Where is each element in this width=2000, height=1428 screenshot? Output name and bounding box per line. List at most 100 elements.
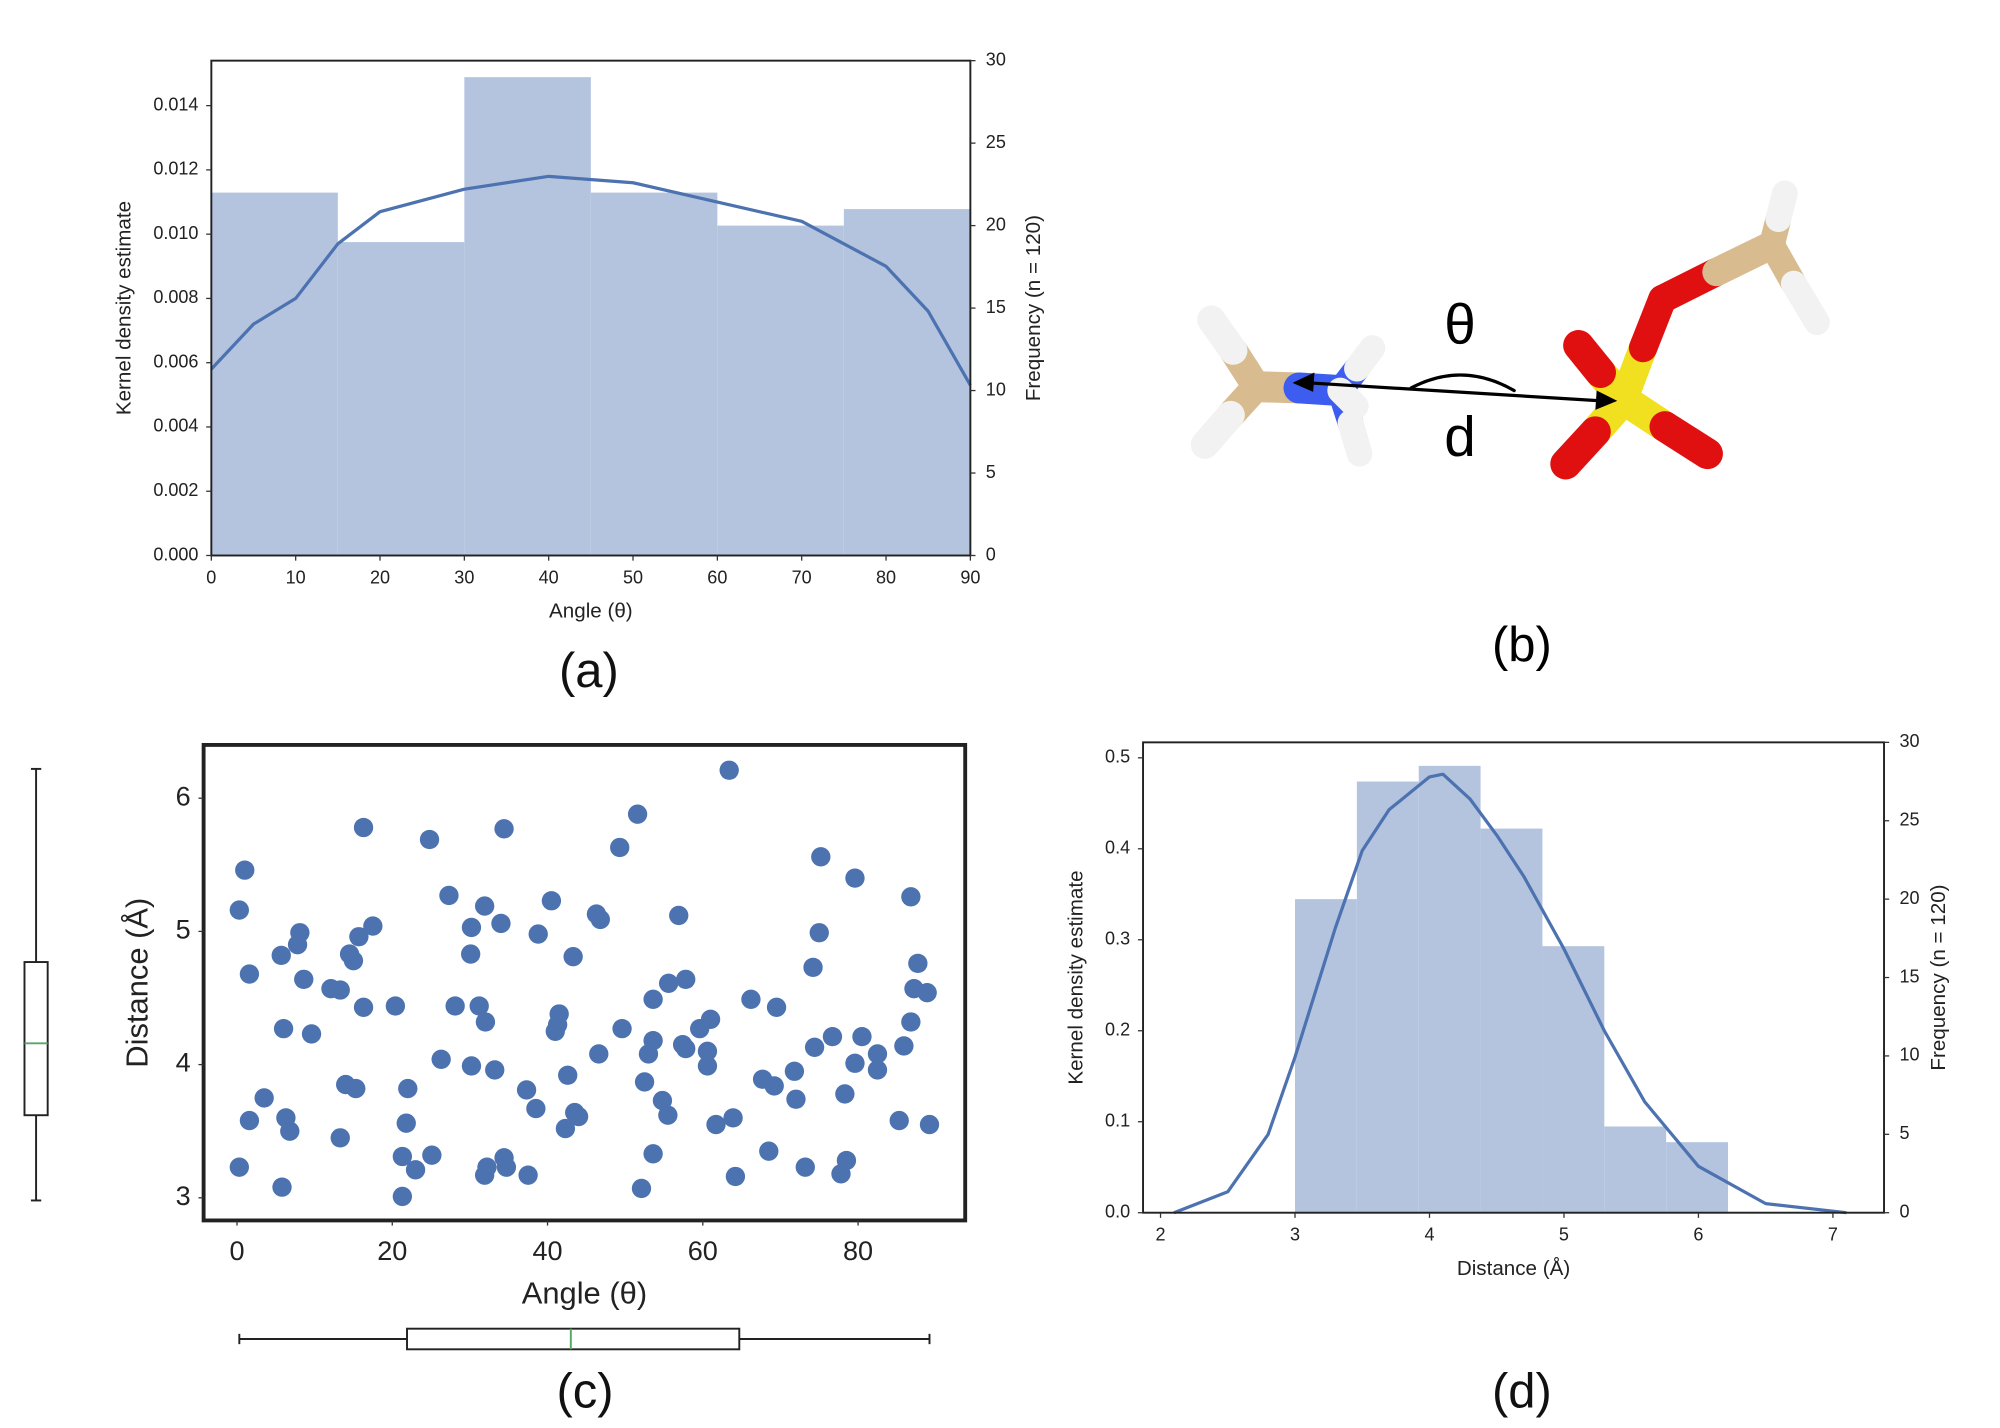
scatter-point — [398, 1078, 418, 1099]
scatter-point — [290, 923, 310, 943]
scatter-point — [845, 868, 865, 888]
scatter-point — [485, 1060, 505, 1080]
histogram-bar — [590, 192, 718, 556]
scatter-point — [272, 1177, 292, 1197]
x-tick-label: 3 — [1290, 1225, 1300, 1245]
x-tick-label: 20 — [370, 567, 390, 587]
x-tick-label: 60 — [688, 1236, 718, 1266]
y2-tick-label: 20 — [1899, 888, 1919, 908]
scatter-point — [589, 1044, 609, 1064]
kde-line — [1173, 772, 1847, 1215]
scatter-point — [235, 860, 255, 880]
panel-label: (a) — [559, 644, 619, 698]
y-axis-label: Kernel density estimate — [112, 201, 135, 415]
scatter-point — [658, 973, 679, 994]
y-tick-label: 0.2 — [1105, 1020, 1130, 1040]
scatter-point — [835, 1084, 855, 1104]
boxplot-box — [23, 961, 49, 1117]
scatter-point — [852, 1026, 872, 1047]
scatter-point — [239, 964, 260, 984]
scatter-point — [405, 1160, 426, 1180]
scatter-point — [445, 996, 465, 1016]
histogram-bar — [1604, 1126, 1667, 1213]
y2-tick-label: 25 — [986, 132, 1006, 152]
scatter-point — [908, 953, 928, 974]
scatter-point — [385, 996, 406, 1016]
scatter-point — [392, 1146, 413, 1167]
scatter-point — [422, 1145, 442, 1165]
scatter-point — [392, 1186, 413, 1207]
x-tick-label: 60 — [707, 567, 727, 587]
y2-tick-label: 10 — [1899, 1045, 1919, 1065]
x-tick-label: 80 — [876, 567, 896, 587]
scatter-point — [343, 951, 364, 971]
scatter-point — [346, 1078, 366, 1099]
scatter-point — [518, 1165, 538, 1185]
scatter-point — [516, 1080, 537, 1100]
histogram-bar — [1542, 946, 1605, 1213]
x-tick-label: 40 — [539, 567, 559, 587]
y2-tick-label: 0 — [986, 544, 996, 564]
scatter-point — [494, 819, 514, 839]
scatter-point — [475, 1012, 496, 1032]
x-tick-label: 6 — [1693, 1225, 1703, 1245]
scatter-point — [901, 1012, 921, 1032]
scatter-point — [273, 1018, 294, 1039]
y-tick-label: 0.1 — [1105, 1110, 1130, 1130]
y-axis-label: Kernel density estimate — [1065, 870, 1088, 1084]
y-tick-label: 0.012 — [153, 159, 198, 179]
scatter-point — [889, 1110, 909, 1131]
x-tick-label: 50 — [623, 567, 643, 587]
y-tick-label: 4 — [176, 1048, 191, 1078]
histogram-bar — [1418, 765, 1481, 1213]
scatter-point — [229, 900, 249, 920]
scatter-point — [658, 1105, 678, 1125]
scatter-point — [643, 1144, 663, 1164]
scatter-point — [461, 1056, 482, 1076]
scatter-point — [652, 1090, 673, 1111]
y2-tick-label: 20 — [986, 214, 1006, 234]
y-tick-label: 0.5 — [1105, 747, 1130, 767]
scatter-point — [541, 891, 562, 911]
histogram-bar — [717, 225, 844, 556]
scatter-point — [547, 1014, 568, 1035]
x-tick-label: 4 — [1424, 1225, 1434, 1245]
molecule — [1190, 180, 1830, 480]
scatter-point — [766, 997, 787, 1017]
y2-tick-label: 15 — [1899, 966, 1919, 986]
x-tick-label: 5 — [1559, 1225, 1569, 1245]
y-tick-label: 0.4 — [1105, 838, 1130, 858]
scatter-point — [919, 1114, 940, 1135]
scatter-point — [239, 1110, 260, 1131]
y2-tick-label: 30 — [1899, 731, 1919, 751]
scatter-point — [477, 1157, 497, 1177]
scatter-point — [786, 1089, 806, 1109]
x-tick-label: 80 — [843, 1236, 873, 1266]
x-tick-label: 0 — [206, 567, 216, 587]
y2-axis-label: Frequency (n = 120) — [1022, 215, 1045, 401]
scatter-point — [563, 947, 583, 967]
scatter-point — [719, 760, 739, 780]
histogram-bar — [211, 192, 338, 556]
y2-tick-label: 15 — [986, 297, 1006, 317]
scatter-point — [697, 1056, 718, 1076]
panel-label: (b) — [1492, 618, 1552, 672]
scatter-point — [330, 1128, 350, 1148]
scatter-point — [627, 804, 648, 824]
scatter-point — [741, 989, 761, 1010]
scatter-point — [363, 916, 383, 936]
scatter-point — [610, 837, 630, 858]
scatter-point — [528, 924, 548, 944]
scatter-point — [353, 997, 374, 1017]
y-tick-label: 0.008 — [153, 287, 198, 307]
scatter-point — [439, 885, 459, 906]
y2-tick-label: 30 — [986, 49, 1006, 69]
x-tick-label: 70 — [792, 567, 812, 587]
x-axis-label: Angle (θ) — [522, 1275, 647, 1310]
panel-label: (d) — [1492, 1364, 1552, 1418]
scatter-point — [254, 1088, 274, 1108]
scatter-point — [353, 817, 374, 838]
y-tick-label: 0.004 — [153, 416, 198, 436]
scatter-point — [555, 1118, 576, 1139]
